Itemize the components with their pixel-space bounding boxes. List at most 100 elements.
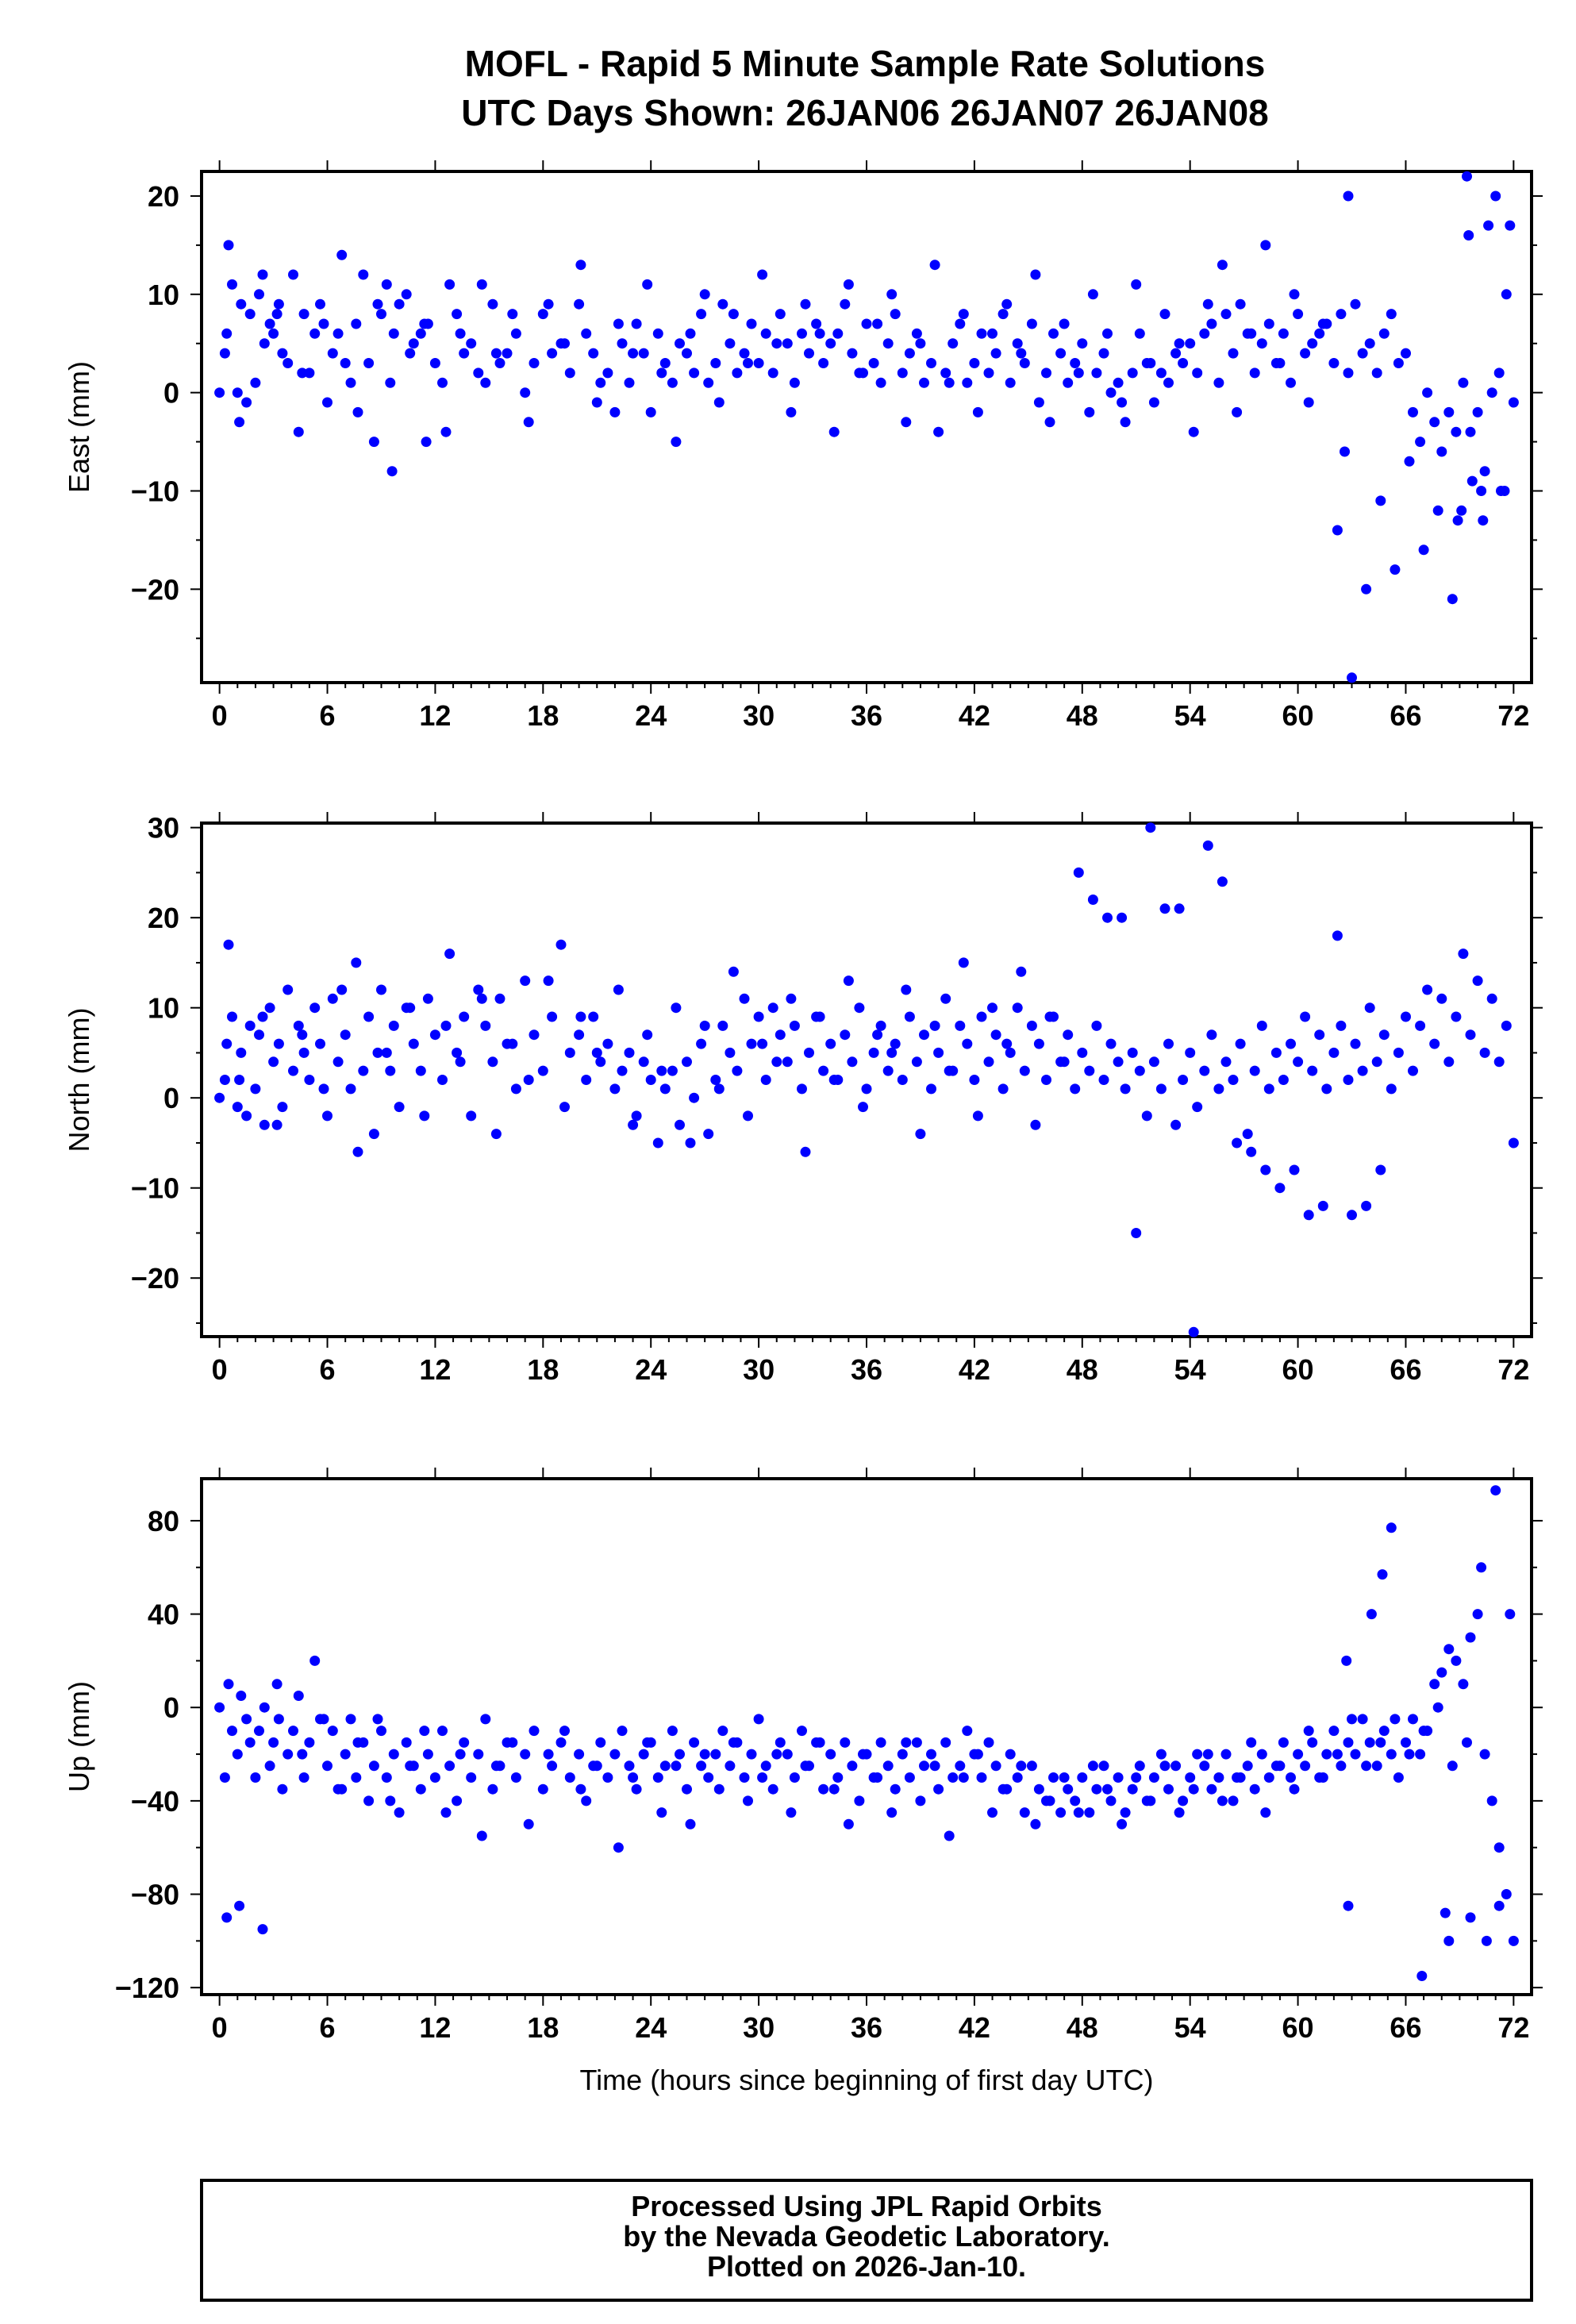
data-point xyxy=(915,1129,926,1140)
data-point xyxy=(459,348,470,359)
data-point xyxy=(983,1056,994,1068)
x-tick-label: 24 xyxy=(635,2011,667,2044)
data-point xyxy=(1317,318,1328,329)
data-point xyxy=(547,1011,558,1022)
data-point xyxy=(386,466,398,477)
data-point xyxy=(591,397,602,408)
data-point xyxy=(494,358,505,368)
data-point xyxy=(466,338,477,349)
data-point xyxy=(1232,406,1243,417)
data-point xyxy=(288,269,298,280)
data-point xyxy=(1192,1102,1203,1113)
data-point xyxy=(273,1714,284,1725)
y-tick-label: 10 xyxy=(148,992,179,1025)
data-point xyxy=(1102,328,1113,339)
data-point xyxy=(259,1119,270,1130)
data-point xyxy=(1091,1783,1102,1795)
data-point xyxy=(911,1737,922,1748)
data-point xyxy=(1371,1056,1382,1068)
data-point xyxy=(241,1714,252,1725)
data-point xyxy=(1213,377,1224,388)
data-point xyxy=(1289,1164,1300,1175)
data-point xyxy=(1451,426,1462,437)
data-point xyxy=(1188,1783,1199,1795)
data-point xyxy=(283,1749,294,1760)
data-point xyxy=(1375,495,1386,506)
data-point xyxy=(1185,1772,1196,1783)
data-point xyxy=(1199,1065,1210,1076)
data-point xyxy=(897,1749,908,1760)
data-point xyxy=(1347,1714,1357,1725)
data-point xyxy=(725,1760,736,1772)
data-point xyxy=(1134,1065,1145,1076)
data-point xyxy=(480,377,491,388)
x-tick-label: 30 xyxy=(743,2011,775,2044)
data-point xyxy=(1390,564,1401,575)
data-point xyxy=(1505,1609,1516,1620)
data-point xyxy=(926,1749,936,1760)
data-point xyxy=(1307,1065,1318,1076)
data-point xyxy=(1120,1807,1131,1818)
data-point xyxy=(1490,190,1501,202)
data-point xyxy=(609,1749,621,1760)
data-point xyxy=(818,1783,829,1795)
data-point xyxy=(1401,348,1411,359)
data-point xyxy=(1314,1029,1325,1041)
data-point xyxy=(983,367,994,379)
data-point xyxy=(250,1083,261,1095)
data-point xyxy=(1159,1760,1170,1772)
y-tick-label: −10 xyxy=(131,1172,179,1205)
data-point xyxy=(710,358,721,368)
data-point xyxy=(1317,1200,1328,1211)
data-point xyxy=(897,1075,908,1085)
up-panel: 0 6 12 18 24 30 36 42 48 54 60 66 72 −120 −80 −40 0 40 80 U… xyxy=(63,1468,1543,2096)
data-point xyxy=(1286,1038,1296,1049)
data-point xyxy=(1131,1772,1142,1783)
data-point xyxy=(699,1020,710,1031)
data-point xyxy=(1033,397,1044,408)
data-point xyxy=(843,975,854,987)
data-point xyxy=(760,328,771,339)
data-point xyxy=(631,318,642,329)
data-point xyxy=(1361,1760,1372,1772)
data-point xyxy=(990,1029,1001,1041)
data-point xyxy=(739,348,750,359)
data-point xyxy=(555,939,567,950)
data-point xyxy=(437,1726,448,1737)
data-point xyxy=(214,387,225,398)
data-point xyxy=(882,1065,894,1076)
data-point xyxy=(1422,984,1433,995)
data-point xyxy=(293,1691,304,1701)
data-point xyxy=(624,1760,635,1772)
data-point xyxy=(1479,466,1490,477)
x-tick-label: 18 xyxy=(527,2011,559,2044)
data-point xyxy=(250,1772,261,1783)
data-point xyxy=(466,1110,477,1122)
data-point xyxy=(1303,1726,1314,1737)
data-point xyxy=(1148,397,1159,408)
data-point xyxy=(1458,377,1469,388)
data-point xyxy=(713,1783,725,1795)
data-point xyxy=(1041,367,1051,379)
data-point xyxy=(717,1726,728,1737)
data-point xyxy=(1486,387,1497,398)
data-point xyxy=(381,1047,392,1058)
data-point xyxy=(944,1065,955,1076)
data-point xyxy=(1393,358,1404,368)
data-point xyxy=(1278,328,1289,339)
data-point xyxy=(254,1726,264,1737)
data-point xyxy=(415,328,426,339)
data-point xyxy=(656,367,667,379)
data-point xyxy=(886,1047,898,1058)
data-point xyxy=(1026,1020,1037,1031)
y-tick-label: 0 xyxy=(163,1082,179,1114)
data-point xyxy=(1041,1075,1051,1085)
data-point xyxy=(868,358,879,368)
data-point xyxy=(273,1038,284,1049)
data-point xyxy=(537,309,548,320)
data-point xyxy=(1220,309,1232,320)
data-point xyxy=(786,993,797,1004)
data-point xyxy=(797,1726,807,1737)
data-point xyxy=(1343,1737,1354,1748)
